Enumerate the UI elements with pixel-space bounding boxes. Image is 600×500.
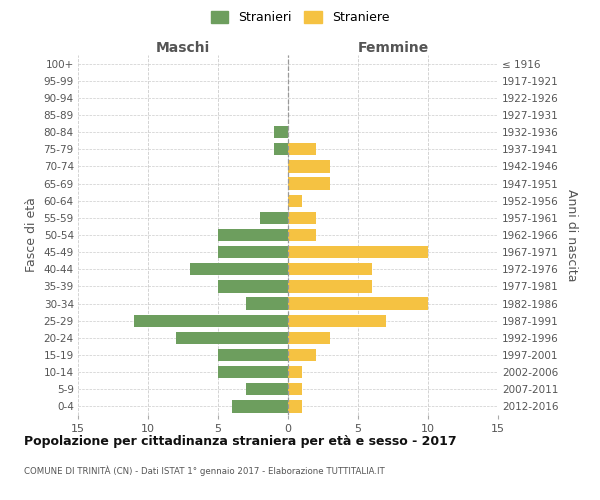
Bar [288,212,316,224]
Bar [288,314,386,327]
Bar [288,349,316,361]
Bar [288,229,316,241]
Bar [274,143,288,156]
Text: Maschi: Maschi [156,41,210,55]
Text: Popolazione per cittadinanza straniera per età e sesso - 2017: Popolazione per cittadinanza straniera p… [24,435,457,448]
Bar [246,298,288,310]
Bar [218,366,288,378]
Bar [218,349,288,361]
Bar [232,400,288,412]
Bar [218,229,288,241]
Bar [288,383,302,396]
Bar [218,280,288,292]
Text: Femmine: Femmine [358,41,428,55]
Bar [288,332,330,344]
Bar [218,246,288,258]
Bar [288,263,372,276]
Bar [274,126,288,138]
Bar [288,298,428,310]
Bar [176,332,288,344]
Bar [190,263,288,276]
Text: COMUNE DI TRINITÀ (CN) - Dati ISTAT 1° gennaio 2017 - Elaborazione TUTTITALIA.IT: COMUNE DI TRINITÀ (CN) - Dati ISTAT 1° g… [24,465,385,475]
Bar [288,246,428,258]
Bar [288,178,330,190]
Bar [288,366,302,378]
Bar [246,383,288,396]
Bar [288,400,302,412]
Bar [134,314,288,327]
Y-axis label: Anni di nascita: Anni di nascita [565,188,578,281]
Legend: Stranieri, Straniere: Stranieri, Straniere [206,6,394,29]
Bar [288,194,302,207]
Bar [260,212,288,224]
Bar [288,143,316,156]
Bar [288,280,372,292]
Y-axis label: Fasce di età: Fasce di età [25,198,38,272]
Bar [288,160,330,172]
